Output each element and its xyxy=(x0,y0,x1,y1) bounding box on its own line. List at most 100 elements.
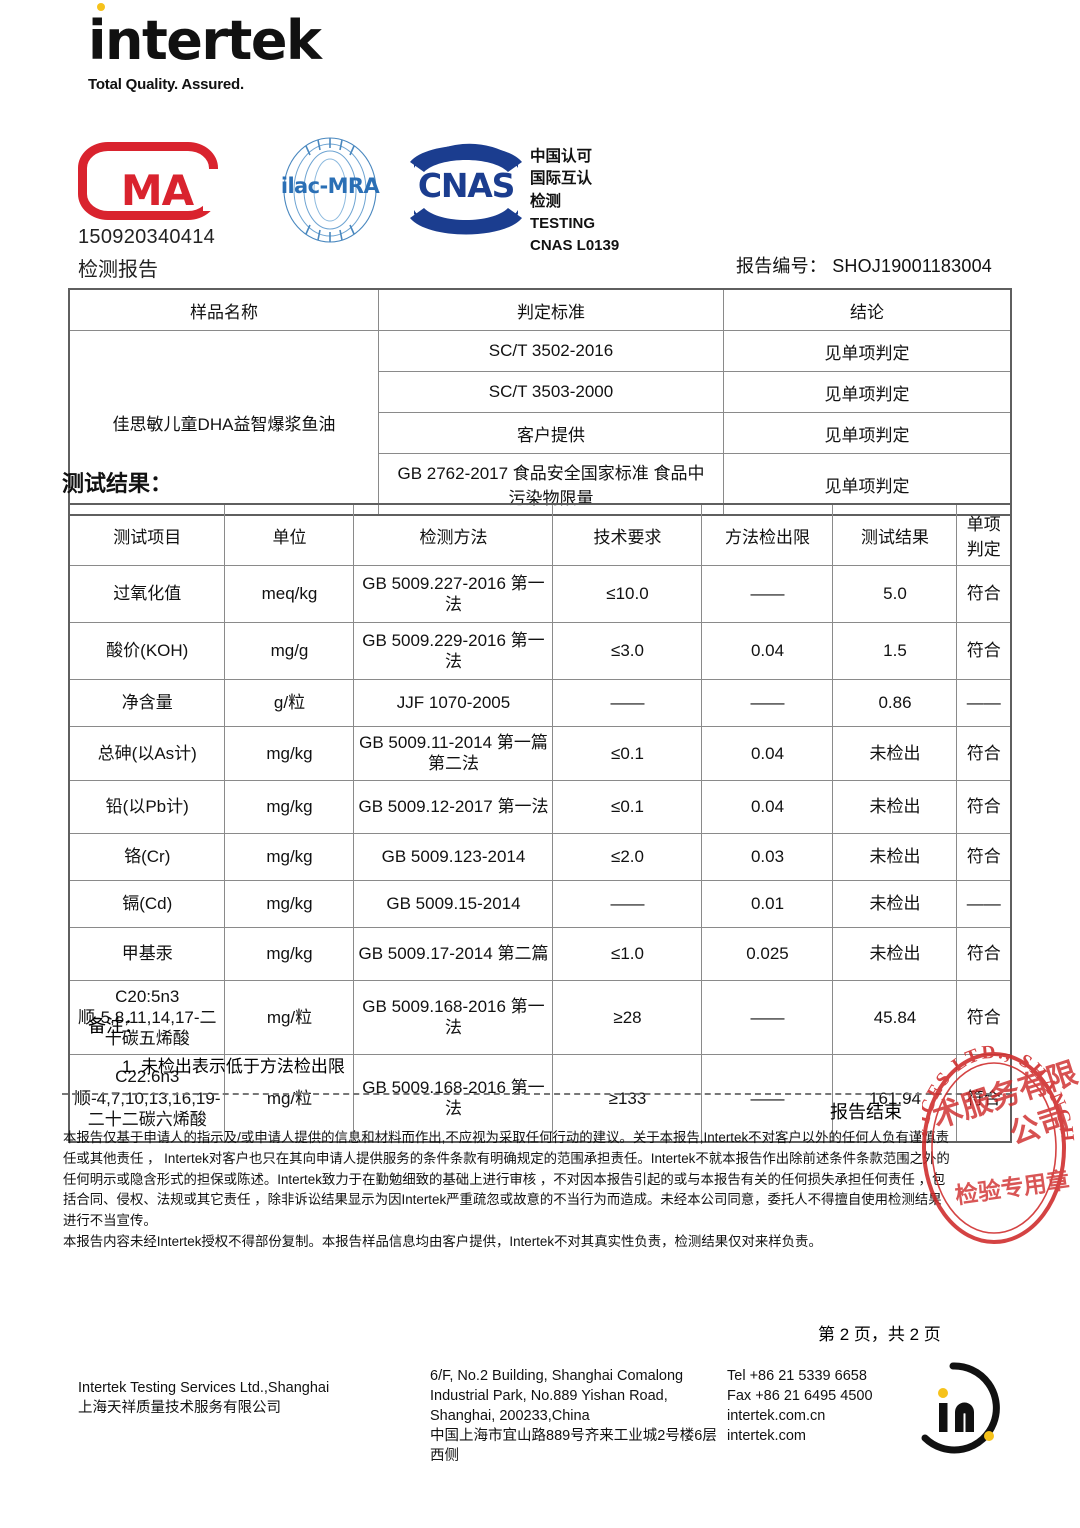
verdict-cell: —— xyxy=(956,879,1012,928)
col-standard: 判定标准 xyxy=(378,288,724,331)
table-row: 总砷(以As计) mg/kg GB 5009.11-2014 第一篇 第二法 ≤… xyxy=(68,726,1012,781)
cnas-line-4: TESTING xyxy=(530,215,596,233)
detection-limit-cell: —— xyxy=(701,679,834,727)
footer-website[interactable]: intertek.com xyxy=(727,1428,806,1444)
cnas-line-3: 检测 xyxy=(530,192,562,210)
disclaimer-paragraph-1: 本报告仅基于申请人的指示及/或申请人提供的信息和材料而作出,不应视为采取任何行动… xyxy=(63,1130,950,1229)
test-item-cell: C20:5n3 顺-5,8,11,14,17-二十碳五烯酸 xyxy=(68,979,226,1056)
verdict-cell: 符合 xyxy=(956,565,1012,623)
detection-limit-cell: 0.03 xyxy=(701,832,834,881)
test-item-cell: 甲基汞 xyxy=(68,926,226,981)
page-footer: Intertek Testing Services Ltd.,Shanghai … xyxy=(0,1362,1080,1486)
requirement-cell: ≥133 xyxy=(552,1054,703,1143)
footer-fax: Fax +86 21 6495 4500 xyxy=(727,1388,873,1404)
detection-limit-cell: 0.04 xyxy=(701,622,834,680)
unit-cell: mg/kg xyxy=(224,832,355,881)
requirement-cell: ≤0.1 xyxy=(552,726,703,781)
table-header-row: 测试项目 单位 检测方法 技术要求 方法检出限 测试结果 单项判定 xyxy=(68,503,1012,566)
table-row: SC/T 3503-2000 见单项判定 xyxy=(69,371,1012,413)
sample-summary-table: 样品名称 判定标准 结论 佳思敏儿童DHA益智爆浆鱼油 SC/T 3502-20… xyxy=(68,288,1012,516)
cnas-circle-icon xyxy=(408,138,524,242)
cnas-label: CNAS xyxy=(417,166,516,205)
requirement-cell: —— xyxy=(552,879,703,928)
cma-mark: MA 150920340414 检测报告 xyxy=(78,142,219,282)
table-row: 客户提供 见单项判定 xyxy=(69,412,1012,454)
footer-address-line-3: Shanghai, 200233,China xyxy=(430,1408,590,1424)
cma-badge-icon: MA xyxy=(78,142,219,220)
sample-name-cell: 佳思敏儿童DHA益智爆浆鱼油 xyxy=(68,330,379,516)
conclusion-cell: 见单项判定 xyxy=(723,412,1012,454)
disclaimer-text: 本报告仅基于申请人的指示及/或申请人提供的信息和材料而作出,不应视为采取任何行动… xyxy=(63,1128,953,1253)
method-cell: GB 5009.123-2014 xyxy=(353,832,554,881)
test-item-cell: 总砷(以As计) xyxy=(68,726,226,781)
col-conclusion: 结论 xyxy=(723,288,1012,331)
detection-limit-cell: —— xyxy=(701,565,834,623)
footer-website-cn[interactable]: intertek.com.cn xyxy=(727,1408,826,1424)
intertek-logo: intertek Total Quality. Assured. xyxy=(88,3,322,93)
detection-limit-cell: 0.04 xyxy=(701,779,834,834)
result-cell: 未检出 xyxy=(832,879,958,928)
unit-cell: g/粒 xyxy=(224,679,355,727)
standard-cell: SC/T 3503-2000 xyxy=(378,371,724,413)
col-result: 测试结果 xyxy=(832,503,958,566)
requirement-cell: ≤10.0 xyxy=(552,565,703,623)
requirement-cell: ≤1.0 xyxy=(552,926,703,981)
test-item-cell: 铬(Cr) xyxy=(68,832,226,881)
verdict-cell: 符合 xyxy=(956,979,1012,1056)
remarks-item: 1. 未检出表示低于方法检出限 xyxy=(122,1057,345,1076)
verdict-cell: 符合 xyxy=(956,926,1012,981)
requirement-cell: ≤2.0 xyxy=(552,832,703,881)
test-item-cell: 酸价(KOH) xyxy=(68,622,226,680)
table-row: 镉(Cd) mg/kg GB 5009.15-2014 —— 0.01 未检出 … xyxy=(68,879,1012,928)
unit-cell: mg/kg xyxy=(224,726,355,781)
footer-tel: Tel +86 21 5339 6658 xyxy=(727,1368,867,1384)
footer-address-block: 6/F, No.2 Building, Shanghai Comalong In… xyxy=(430,1366,720,1466)
brand-dot-icon xyxy=(97,3,105,11)
method-cell: GB 5009.227-2016 第一法 xyxy=(353,565,554,623)
verdict-cell: 符合 xyxy=(956,832,1012,881)
unit-cell: mg/g xyxy=(224,622,355,680)
footer-company-cn: 上海天祥质量技术服务有限公司 xyxy=(78,1400,281,1416)
conclusion-cell: 见单项判定 xyxy=(723,371,1012,413)
table-row: 铅(以Pb计) mg/kg GB 5009.12-2017 第一法 ≤0.1 0… xyxy=(68,779,1012,834)
cnas-accreditation-text: 中国认可 国际互认 检测 TESTING CNAS L0139 xyxy=(530,146,619,257)
requirement-cell: ≤0.1 xyxy=(552,779,703,834)
result-cell: 5.0 xyxy=(832,565,958,623)
result-cell: 1.5 xyxy=(832,622,958,680)
method-cell: GB 5009.229-2016 第一法 xyxy=(353,622,554,680)
detection-limit-cell: 0.01 xyxy=(701,879,834,928)
table-row: 佳思敏儿童DHA益智爆浆鱼油 SC/T 3502-2016 见单项判定 xyxy=(68,330,1012,516)
requirement-cell: ≥28 xyxy=(552,979,703,1056)
table-row: 甲基汞 mg/kg GB 5009.17-2014 第二篇 ≤1.0 0.025… xyxy=(68,926,1012,981)
cma-gap xyxy=(203,169,219,211)
method-cell: JJF 1070-2005 xyxy=(353,679,554,727)
table-header-row: 样品名称 判定标准 结论 xyxy=(68,288,1012,331)
remarks-title: 备注： xyxy=(88,1016,142,1036)
footer-address-line-2: Industrial Park, No.889 Yishan Road, xyxy=(430,1388,668,1404)
footer-company-en: Intertek Testing Services Ltd.,Shanghai xyxy=(78,1380,330,1396)
cma-letters: MA xyxy=(120,165,194,215)
unit-cell: mg/kg xyxy=(224,779,355,834)
test-item-cell: 铅(以Pb计) xyxy=(68,779,226,834)
table-row: 过氧化值 meq/kg GB 5009.227-2016 第一法 ≤10.0 —… xyxy=(68,565,1012,623)
method-cell: GB 5009.168-2016 第一法 xyxy=(353,1054,554,1143)
method-cell: GB 5009.15-2014 xyxy=(353,879,554,928)
table-row: 酸价(KOH) mg/g GB 5009.229-2016 第一法 ≤3.0 0… xyxy=(68,622,1012,680)
test-item-cell: 镉(Cd) xyxy=(68,879,226,928)
cma-caption: 检测报告 xyxy=(78,259,158,281)
verdict-cell: 符合 xyxy=(956,726,1012,781)
brand-tagline: Total Quality. Assured. xyxy=(88,76,244,93)
verdict-cell: 符合 xyxy=(956,622,1012,680)
unit-cell: mg/kg xyxy=(224,879,355,928)
disclaimer-paragraph-2: 本报告内容未经Intertek授权不得部份复制。本报告样品信息均由客户提供，In… xyxy=(63,1233,822,1249)
detection-limit-cell: —— xyxy=(701,979,834,1056)
ilac-label: ilac-MRA xyxy=(280,174,380,198)
cnas-mark: CNAS xyxy=(408,138,524,242)
col-sample-name: 样品名称 xyxy=(68,288,379,331)
test-item-cell: 过氧化值 xyxy=(68,565,226,623)
result-cell: 未检出 xyxy=(832,726,958,781)
conclusion-cell: 见单项判定 xyxy=(723,330,1012,372)
cnas-line-1: 中国认可 xyxy=(530,148,593,165)
table-row: C20:5n3 顺-5,8,11,14,17-二十碳五烯酸 mg/粒 GB 50… xyxy=(68,979,1012,1056)
result-cell: 未检出 xyxy=(832,832,958,881)
